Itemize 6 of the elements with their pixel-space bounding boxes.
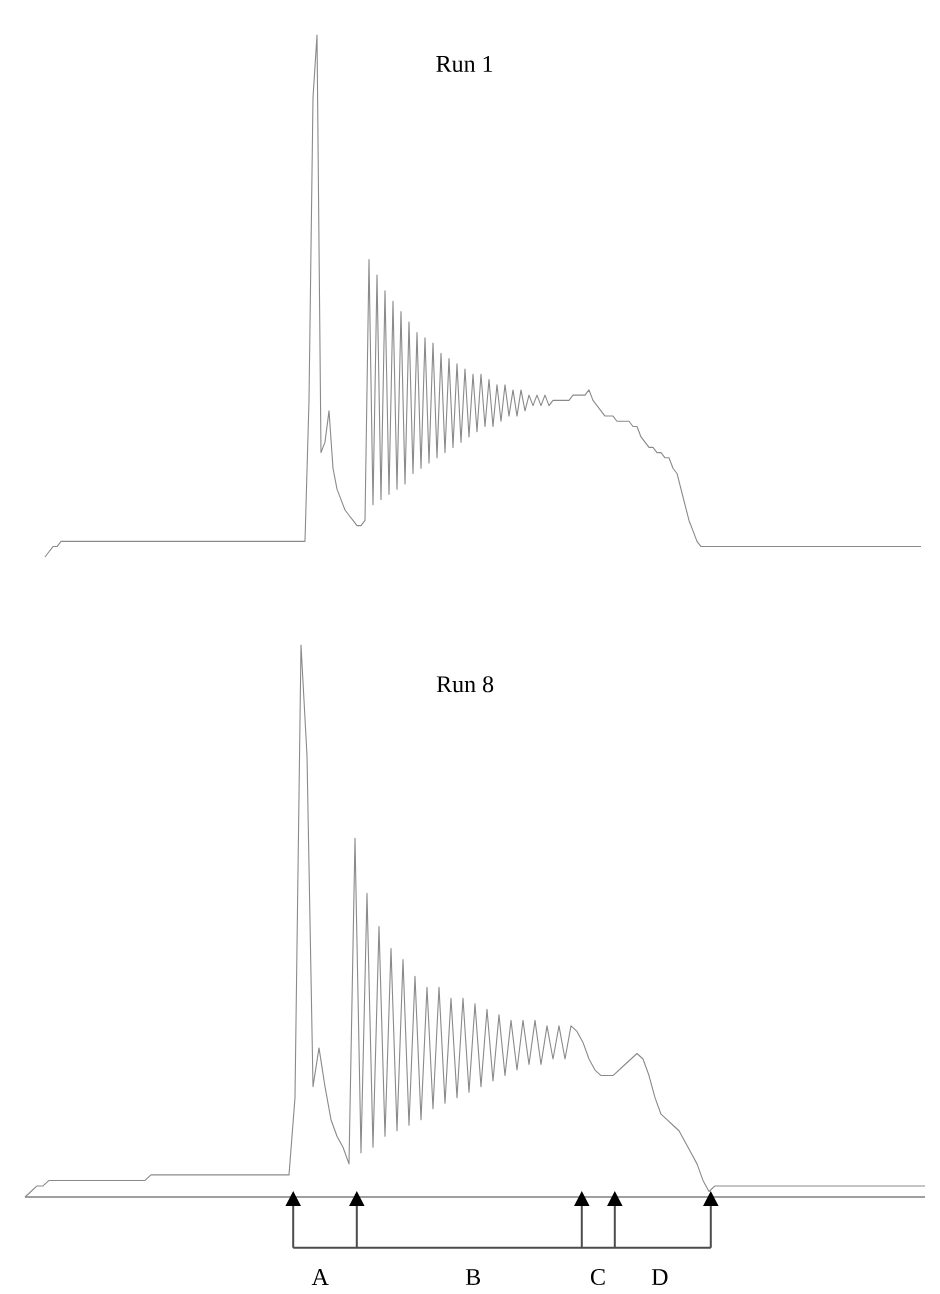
text: A [311, 1269, 329, 1285]
text: C [590, 1268, 605, 1286]
text: B [465, 1269, 481, 1285]
text: Run 8 [436, 676, 494, 693]
text: D [651, 1269, 668, 1285]
text: Run 1 [436, 55, 493, 73]
